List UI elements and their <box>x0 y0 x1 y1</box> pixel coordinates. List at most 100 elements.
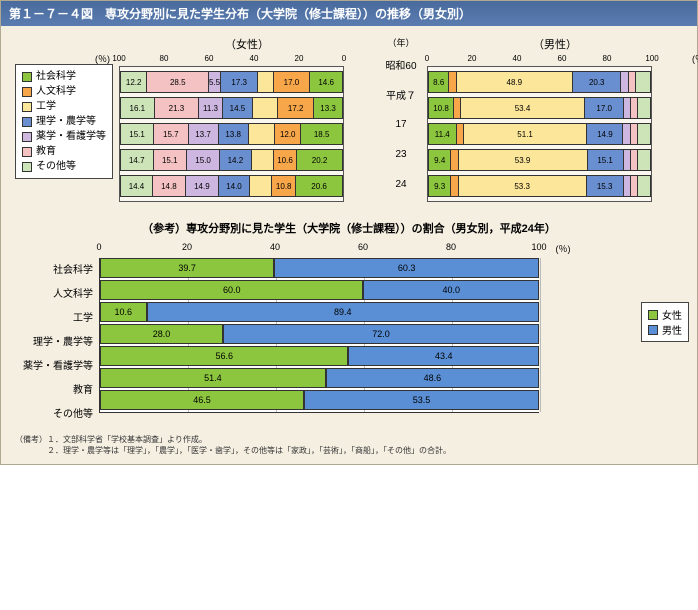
bar-segment: 15.7 <box>154 124 188 144</box>
ref-category-label: 人文科学 <box>15 280 93 304</box>
category-legend: 社会科学人文科学工学理学・農学等薬学・看護学等教育その他等 <box>15 64 113 179</box>
ref-bar-row: 56.643.4 <box>100 346 539 366</box>
bar-segment <box>638 124 650 144</box>
axis-tick: 100 <box>645 54 658 63</box>
ref-category-label: 工学 <box>15 304 93 328</box>
legend-label: 理学・農学等 <box>36 114 96 129</box>
axis-tick: 60 <box>358 242 368 252</box>
bar-segment: 10.8 <box>429 98 454 118</box>
bar-segment <box>258 72 273 92</box>
legend-label: その他等 <box>36 159 76 174</box>
year-header: （年） <box>379 36 423 49</box>
bar-segment: 9.3 <box>429 176 451 196</box>
bar-segment: 16.1 <box>121 98 155 118</box>
pct-label: (％) <box>556 242 571 255</box>
legend-item: 教育 <box>22 144 106 159</box>
bar-segment: 10.8 <box>272 176 296 196</box>
bar-segment: 15.3 <box>587 176 624 196</box>
axis-tick: 0 <box>342 54 346 63</box>
bar-segment: 14.9 <box>587 124 623 144</box>
reference-chart: （参考）専攻分野別に見た学生（大学院（修士課程））の割合（男女別，平成24年） … <box>15 220 683 424</box>
ref-bar-male: 40.0 <box>363 280 539 300</box>
bar-segment: 17.0 <box>585 98 624 118</box>
ref-bar-row: 51.448.6 <box>100 368 539 388</box>
male-axis: 020406080100 <box>427 54 652 66</box>
legend-swatch <box>22 72 32 82</box>
female-bars: 12.228.55.517.317.014.616.121.311.314.51… <box>119 66 344 202</box>
reference-legend: 女性 男性 <box>641 302 689 342</box>
bar-segment: 12.2 <box>121 72 147 92</box>
ref-bar-female: 46.5 <box>100 390 304 410</box>
bar-segment <box>451 176 458 196</box>
bar-segment <box>624 176 631 196</box>
ref-bar-row: 60.040.0 <box>100 280 539 300</box>
ref-bar-male: 89.4 <box>147 302 539 322</box>
male-bars: 8.648.920.310.853.417.011.451.114.99.453… <box>427 66 652 202</box>
stacked-bar-row: 9.453.915.1 <box>428 149 651 171</box>
bar-segment: 15.1 <box>588 150 624 170</box>
top-stacked-charts: 社会科学人文科学工学理学・農学等薬学・看護学等教育その他等 （女性） (％) 1… <box>15 36 683 202</box>
bar-segment: 14.0 <box>219 176 250 196</box>
bar-segment: 15.0 <box>187 150 220 170</box>
bar-segment <box>631 124 638 144</box>
bar-segment: 51.1 <box>464 124 588 144</box>
content-area: 社会科学人文科学工学理学・農学等薬学・看護学等教育その他等 （女性） (％) 1… <box>1 26 697 464</box>
bar-segment: 15.1 <box>121 124 154 144</box>
bar-segment: 8.6 <box>429 72 449 92</box>
stacked-bar-row: 15.115.713.713.812.018.5 <box>120 123 343 145</box>
bar-segment: 12.0 <box>275 124 301 144</box>
legend-swatch <box>22 117 32 127</box>
ref-legend-male-label: 男性 <box>662 322 682 337</box>
legend-label: 教育 <box>36 144 56 159</box>
legend-item: 社会科学 <box>22 69 106 84</box>
bar-segment <box>631 176 638 196</box>
reference-ylabels: 社会科学人文科学工学理学・農学等薬学・看護学等教育その他等 <box>15 242 99 424</box>
footnote-line: ２．理学・農学等は「理学」，「農学」，「医学・歯学」，その他等は「家政」，「芸術… <box>15 445 683 456</box>
bar-segment: 9.4 <box>429 150 451 170</box>
legend-label: 人文科学 <box>36 84 76 99</box>
ref-category-label: 薬学・看護学等 <box>15 352 93 376</box>
female-axis: 100806040200 <box>119 54 344 66</box>
bar-segment: 17.2 <box>278 98 314 118</box>
legend-swatch <box>22 162 32 172</box>
bar-segment <box>250 176 272 196</box>
bar-segment: 14.7 <box>121 150 154 170</box>
axis-tick: 20 <box>468 54 477 63</box>
bar-segment: 14.4 <box>121 176 153 196</box>
figure-title: 第１－７－４図 専攻分野別に見た学生分布（大学院（修士課程））の推移（男女別） <box>1 1 697 26</box>
axis-tick: 60 <box>558 54 567 63</box>
stacked-bar-row: 11.4 51.114.9 <box>428 123 651 145</box>
bar-segment <box>638 176 650 196</box>
year-label: 平成７ <box>379 79 423 109</box>
footnote-line: （備考）１．文部科学省「学校基本調査」より作成。 <box>15 434 683 445</box>
bar-segment: 13.7 <box>189 124 219 144</box>
stacked-bar-row: 16.121.311.314.517.213.3 <box>120 97 343 119</box>
ref-bar-female: 10.6 <box>100 302 147 322</box>
bar-segment <box>249 124 275 144</box>
ref-category-label: 教育 <box>15 376 93 400</box>
ref-category-label: 理学・農学等 <box>15 328 93 352</box>
legend-item: その他等 <box>22 159 106 174</box>
legend-swatch <box>22 147 32 157</box>
ref-bar-row: 28.072.0 <box>100 324 539 344</box>
bar-segment: 11.4 <box>429 124 457 144</box>
legend-item: 理学・農学等 <box>22 114 106 129</box>
axis-tick: 100 <box>531 242 546 252</box>
bar-segment <box>629 72 636 92</box>
bar-segment <box>252 150 274 170</box>
gridline <box>540 258 541 412</box>
axis-tick: 40 <box>270 242 280 252</box>
year-column: （年） 昭和60平成７172324 <box>379 36 423 199</box>
male-chart-title: （男性） <box>427 36 683 52</box>
female-chart: （女性） (％) 100806040200 12.228.55.517.317.… <box>119 36 375 202</box>
axis-tick: 20 <box>295 54 304 63</box>
bar-segment: 21.3 <box>155 98 200 118</box>
axis-tick: 40 <box>250 54 259 63</box>
legend-label: 薬学・看護学等 <box>36 129 106 144</box>
ref-bar-female: 39.7 <box>100 258 274 278</box>
figure-container: 第１－７－４図 専攻分野別に見た学生分布（大学院（修士課程））の推移（男女別） … <box>0 0 698 465</box>
ref-category-label: 社会科学 <box>15 256 93 280</box>
ref-bar-male: 72.0 <box>223 324 539 344</box>
bar-segment: 14.6 <box>310 72 342 92</box>
bar-segment <box>253 98 278 118</box>
